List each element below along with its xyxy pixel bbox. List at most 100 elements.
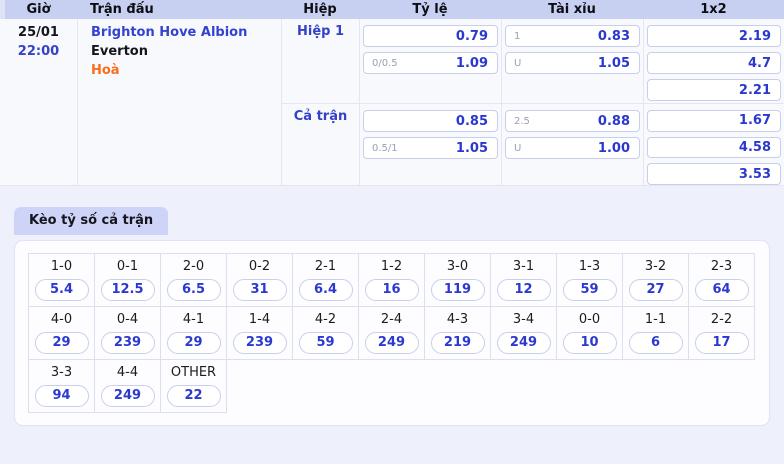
- col-header-period: Hiệp: [303, 2, 337, 17]
- score-label: 3-2: [644, 259, 667, 274]
- over-under-line: 1: [514, 30, 521, 42]
- period-label: Cả trận: [281, 104, 359, 185]
- score-grid-row: 1-0 5.4 0-1 12.5 2-0 6.5 0-2 31 2-1 6.4 1-2 16…: [28, 253, 755, 307]
- odds-table-header-row: Giờ Trận đấu Hiệp Tỷ lệ Tài xỉu 1x2: [0, 0, 784, 19]
- score-label: 1-3: [578, 259, 601, 274]
- score-label: 0-2: [248, 259, 271, 274]
- score-odds-button[interactable]: 6.5: [166, 279, 221, 301]
- section-first-half: Hiệp 1 0.79 0/0.5 1.09 1: [281, 19, 784, 103]
- over-under-odds-box[interactable]: 2.5 0.88: [505, 110, 640, 132]
- score-cell: 2-2 17: [688, 306, 755, 360]
- over-under-odds-box[interactable]: U 1.00: [505, 137, 640, 159]
- handicap-odds-box[interactable]: 0.85: [363, 110, 498, 132]
- score-odds-button[interactable]: 12.5: [100, 279, 155, 301]
- score-cell: 4-0 29: [28, 306, 95, 360]
- score-label: 1-2: [380, 259, 403, 274]
- odds-value: 2.21: [738, 82, 771, 98]
- score-cell: 0-1 12.5: [94, 253, 161, 307]
- score-label: 3-3: [50, 365, 73, 380]
- away-team-name[interactable]: Everton: [91, 44, 148, 59]
- score-label: 0-0: [578, 312, 601, 327]
- score-cell: 1-4 239: [226, 306, 293, 360]
- score-odds-button[interactable]: 5.4: [34, 279, 89, 301]
- score-odds-button[interactable]: 29: [166, 332, 221, 354]
- score-odds-button[interactable]: 64: [694, 279, 749, 301]
- score-odds-button[interactable]: 249: [100, 385, 155, 407]
- match-teams-cell[interactable]: Brighton Hove Albion Everton Hoà: [77, 19, 281, 185]
- 1x2-away-odds-box[interactable]: 2.21: [647, 79, 781, 101]
- score-odds-button[interactable]: 10: [562, 332, 617, 354]
- score-odds-button[interactable]: 239: [100, 332, 155, 354]
- home-team-name[interactable]: Brighton Hove Albion: [91, 25, 248, 40]
- odds-value: 3.53: [738, 166, 771, 182]
- col-header-time: Giờ: [26, 2, 51, 17]
- score-label: 4-3: [446, 312, 469, 327]
- handicap-odds-box[interactable]: 0.5/1 1.05: [363, 137, 498, 159]
- tab-correct-score[interactable]: Kèo tỷ số cả trận: [14, 207, 169, 235]
- handicap-value: 0/0.5: [372, 57, 398, 69]
- 1x2-draw-odds-box[interactable]: 4.58: [647, 136, 781, 159]
- draw-prediction-label: Hoà: [91, 63, 120, 78]
- match-row: 25/01 22:00 Brighton Hove Albion Everton…: [0, 19, 784, 186]
- score-grid-row: 4-0 29 0-4 239 4-1 29 1-4 239 4-2 59 2-4 249 4…: [28, 306, 755, 360]
- score-grid-row: 3-3 94 4-4 249 OTHER 22: [28, 359, 755, 413]
- score-label: 2-2: [710, 312, 733, 327]
- 1x2-draw-odds-box[interactable]: 4.7: [647, 52, 781, 74]
- score-odds-button[interactable]: 31: [232, 279, 287, 301]
- score-label: 4-4: [116, 365, 139, 380]
- handicap-odds-column: 0.85 0.5/1 1.05: [359, 104, 501, 185]
- score-odds-button[interactable]: 119: [430, 279, 485, 301]
- score-cell: 3-1 12: [490, 253, 557, 307]
- score-odds-button[interactable]: 22: [166, 385, 221, 407]
- score-odds-button[interactable]: 249: [364, 332, 419, 354]
- score-label: OTHER: [170, 365, 217, 380]
- score-odds-button[interactable]: 27: [628, 279, 683, 301]
- score-label: 0-1: [116, 259, 139, 274]
- over-under-odds-column: 2.5 0.88 U 1.00: [501, 104, 643, 185]
- score-label: 0-4: [116, 312, 139, 327]
- score-odds-button[interactable]: 94: [34, 385, 89, 407]
- score-cell: OTHER 22: [160, 359, 227, 413]
- score-cell: 4-4 249: [94, 359, 161, 413]
- 1x2-home-odds-box[interactable]: 2.19: [647, 25, 781, 47]
- handicap-odds-box[interactable]: 0/0.5 1.09: [363, 52, 498, 74]
- score-label: 3-1: [512, 259, 535, 274]
- score-odds-button[interactable]: 12: [496, 279, 551, 301]
- score-cell: 3-3 94: [28, 359, 95, 413]
- section-full-match: Cả trận 0.85 0.5/1 1.05 2.5: [281, 103, 784, 186]
- handicap-odds-box[interactable]: 0.79: [363, 25, 498, 47]
- odds-value: 1.00: [597, 140, 630, 156]
- score-odds-button[interactable]: 16: [364, 279, 419, 301]
- score-odds-button[interactable]: 6.4: [298, 279, 353, 301]
- 1x2-away-odds-box[interactable]: 3.53: [647, 163, 781, 186]
- score-odds-button[interactable]: 59: [298, 332, 353, 354]
- match-time-cell: 25/01 22:00: [0, 19, 77, 185]
- odds-value: 0.79: [455, 28, 488, 44]
- score-label: 4-1: [182, 312, 205, 327]
- score-cell: 3-2 27: [622, 253, 689, 307]
- over-under-odds-box[interactable]: U 1.05: [505, 52, 640, 74]
- match-kickoff-time: 22:00: [17, 44, 60, 59]
- score-cell: 1-2 16: [358, 253, 425, 307]
- odds-value: 2.19: [738, 28, 771, 44]
- score-odds-button[interactable]: 239: [232, 332, 287, 354]
- score-odds-button[interactable]: 29: [34, 332, 89, 354]
- score-odds-button[interactable]: 6: [628, 332, 683, 354]
- over-under-odds-box[interactable]: 1 0.83: [505, 25, 640, 47]
- score-cell: 1-0 5.4: [28, 253, 95, 307]
- score-odds-button[interactable]: 219: [430, 332, 485, 354]
- col-header-match: Trận đấu: [90, 2, 154, 17]
- match-date: 25/01: [18, 25, 59, 40]
- odds-value: 1.67: [738, 113, 771, 129]
- over-under-line: U: [514, 57, 522, 69]
- score-odds-button[interactable]: 17: [694, 332, 749, 354]
- score-odds-button[interactable]: 59: [562, 279, 617, 301]
- score-odds-button[interactable]: 249: [496, 332, 551, 354]
- odds-value: 4.58: [738, 140, 771, 155]
- score-cell: 4-2 59: [292, 306, 359, 360]
- 1x2-odds-column: 2.19 4.7 2.21: [643, 19, 784, 103]
- over-under-odds-column: 1 0.83 U 1.05: [501, 19, 643, 103]
- 1x2-home-odds-box[interactable]: 1.67: [647, 110, 781, 132]
- score-label: 2-4: [380, 312, 403, 327]
